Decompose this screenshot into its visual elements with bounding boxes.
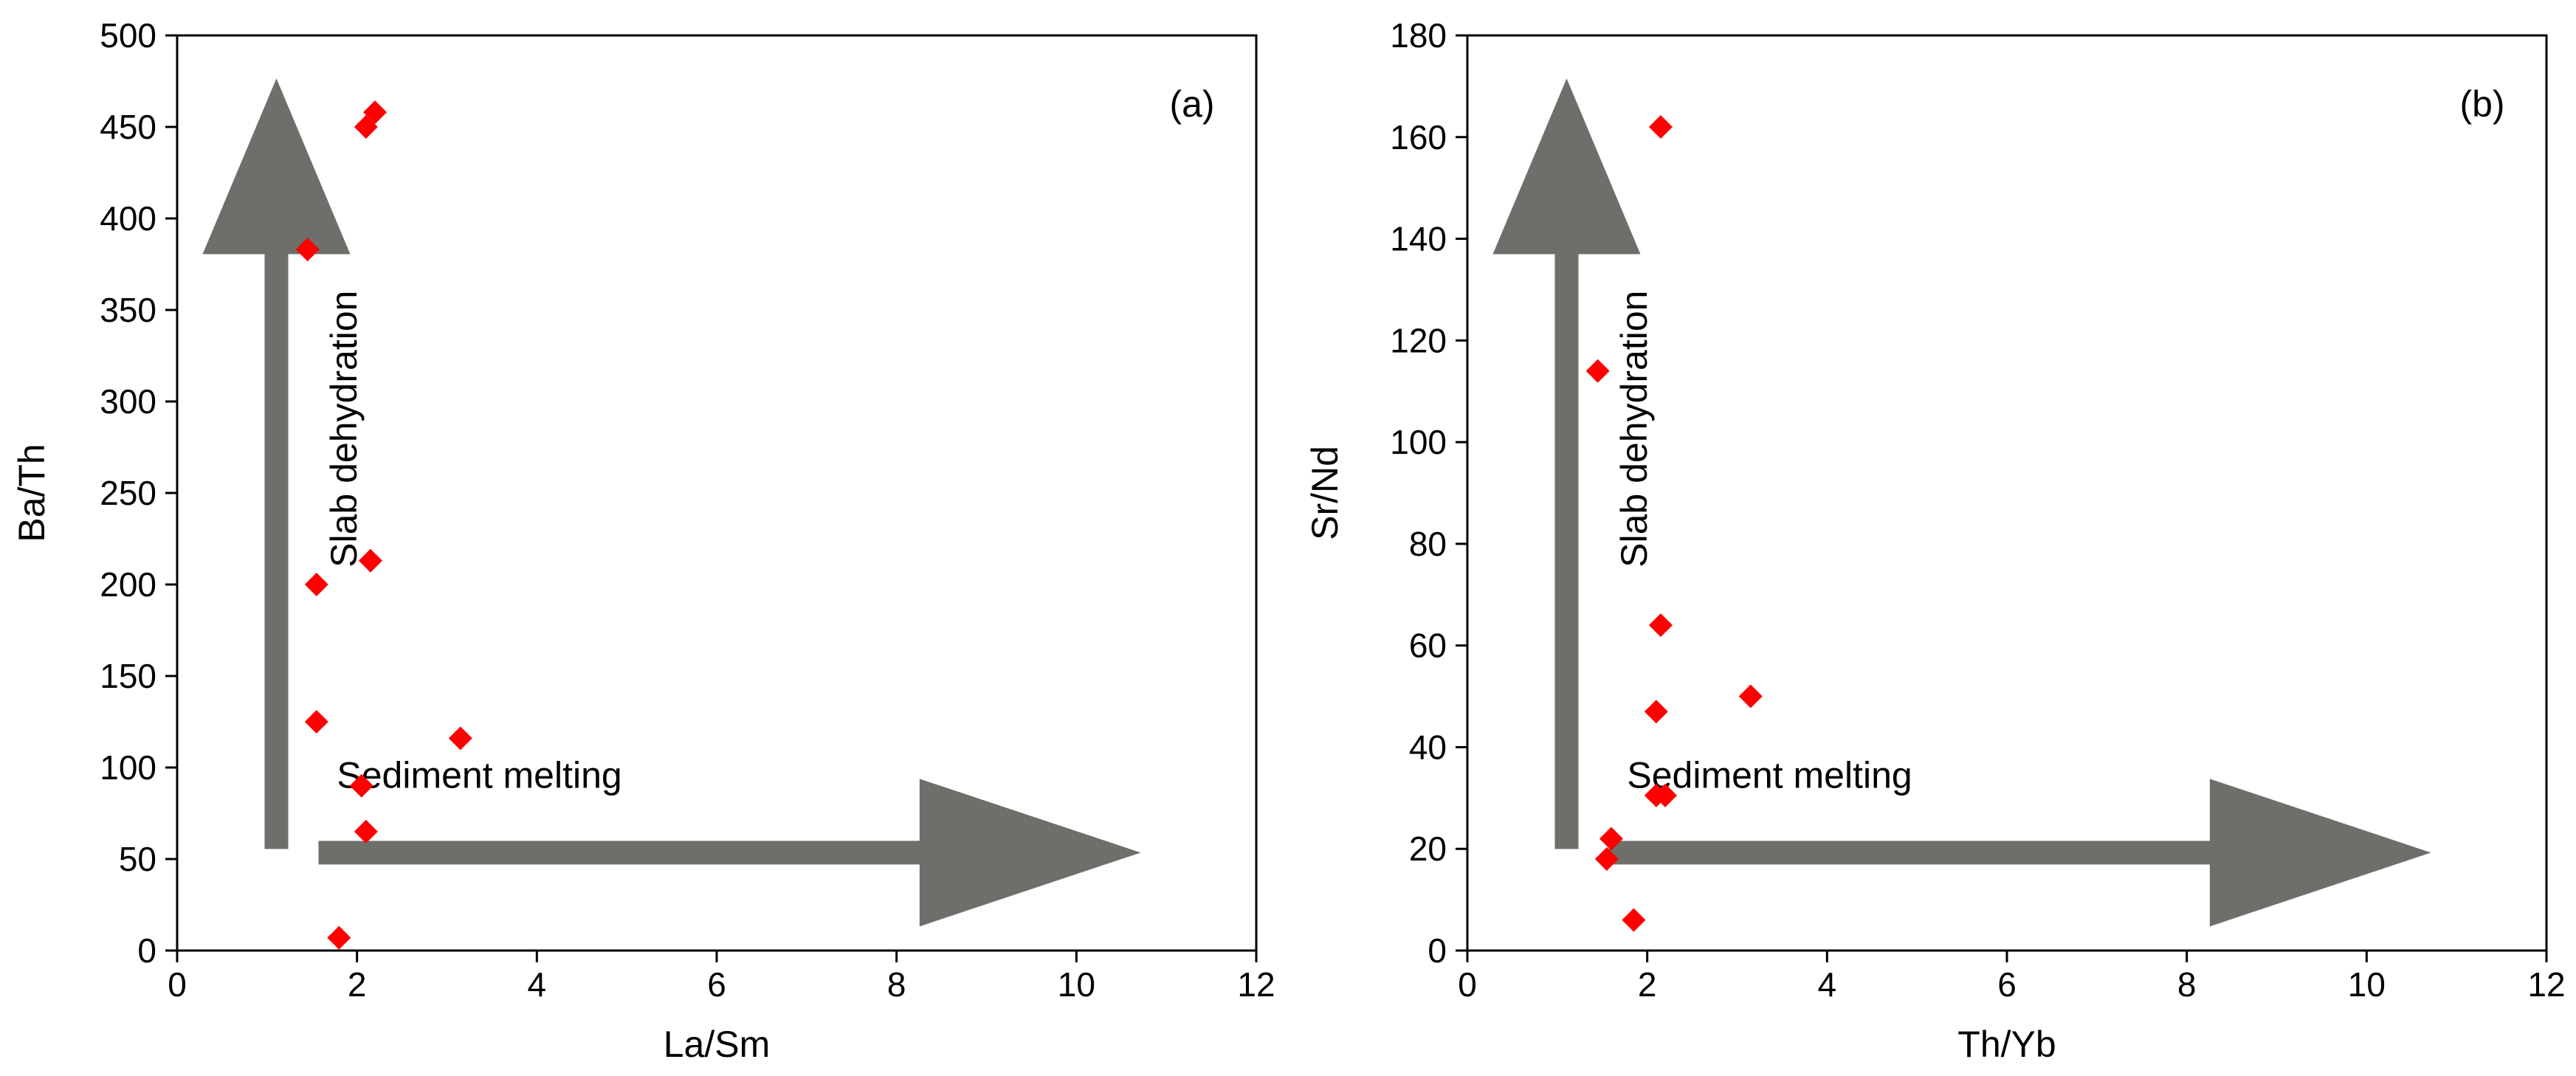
y-tick-label: 80 (1409, 525, 1447, 563)
data-point (1738, 684, 1763, 708)
data-point (358, 548, 382, 573)
panel-label: (a) (1169, 83, 1214, 125)
data-point (1594, 847, 1619, 871)
data-points (295, 100, 472, 950)
y-tick-label: 60 (1409, 627, 1447, 665)
y-tick-label: 40 (1409, 728, 1447, 766)
x-tick-label: 4 (528, 965, 547, 1004)
data-point (1644, 700, 1668, 724)
data-point (1585, 359, 1610, 383)
x-tick-label: 6 (1997, 965, 2017, 1004)
process-arrows: Slab dehydration Sediment melting (1492, 78, 2431, 927)
sediment-melting-arrow (318, 779, 1141, 927)
data-point (1653, 783, 1678, 807)
y-tick-label: 50 (119, 840, 156, 878)
y-tick-label: 180 (1390, 16, 1447, 55)
chart-panel-a: 0 50 100 150 200 250 300 350 400 450 500 0 2 4 6 8 10 12… (11, 16, 1275, 1065)
slab-dehydration-arrow (1492, 78, 1641, 849)
data-point (327, 925, 351, 950)
sediment-melting-label: Sediment melting (337, 754, 621, 796)
y-tick-label: 0 (1428, 931, 1447, 970)
data-points (1585, 115, 1763, 932)
data-point (295, 238, 320, 262)
data-point (354, 115, 378, 139)
y-tick-label: 0 (137, 931, 156, 970)
data-point (304, 710, 328, 734)
slab-dehydration-label: Slab dehydration (323, 291, 365, 568)
slab-dehydration-arrow (202, 78, 351, 849)
x-axis-title: Th/Yb (1957, 1024, 2056, 1065)
data-point (354, 819, 378, 844)
y-axis-title: Sr/Nd (1304, 446, 1346, 540)
y-tick-label: 350 (100, 291, 156, 329)
x-axis-title: La/Sm (664, 1024, 771, 1065)
y-tick-label: 160 (1390, 118, 1447, 156)
y-tick-label: 450 (100, 108, 156, 146)
process-arrows: Slab dehydration Sediment melting (202, 78, 1141, 927)
x-tick-label: 8 (887, 965, 906, 1004)
y-tick-label: 250 (100, 474, 156, 512)
sediment-melting-arrow (1608, 779, 2431, 927)
y-tick-label: 120 (1390, 321, 1447, 359)
data-point (1599, 827, 1623, 851)
data-point (304, 573, 328, 596)
x-tick-label: 2 (348, 965, 367, 1004)
x-tick-label: 4 (1818, 965, 1837, 1004)
y-tick-label: 400 (100, 199, 156, 238)
y-tick-label: 100 (1390, 423, 1447, 461)
x-tick-label: 12 (1237, 965, 1275, 1004)
y-tick-label: 140 (1390, 220, 1447, 258)
y-tick-label: 100 (100, 748, 156, 787)
data-point (363, 100, 388, 125)
data-point (1648, 115, 1673, 139)
y-tick-label: 150 (100, 657, 156, 695)
y-tick-label: 20 (1409, 830, 1447, 868)
chart-panel-b: 0 20 40 60 80 100 120 140 160 180 0 2 4 6 8 10 12 Slab … (1304, 16, 2566, 1065)
data-point (349, 773, 373, 798)
y-axis-ticks: 0 20 40 60 80 100 120 140 160 180 (1390, 16, 1467, 970)
x-tick-label: 10 (2348, 965, 2386, 1004)
y-tick-label: 300 (100, 382, 156, 421)
sediment-melting-label: Sediment melting (1627, 754, 1912, 796)
panel-label: (b) (2459, 83, 2504, 125)
data-point (1622, 908, 1646, 932)
data-point (448, 726, 472, 751)
x-tick-label: 0 (168, 965, 187, 1004)
y-tick-label: 500 (100, 16, 156, 55)
y-tick-label: 200 (100, 565, 156, 604)
data-point (1648, 613, 1673, 638)
slab-dehydration-label: Slab dehydration (1614, 291, 1655, 568)
x-axis-ticks: 0 2 4 6 8 10 12 (168, 951, 1275, 1004)
y-axis-title: Ba/Th (11, 444, 52, 542)
x-tick-label: 10 (1058, 965, 1095, 1004)
x-tick-label: 0 (1458, 965, 1477, 1004)
x-tick-label: 2 (1638, 965, 1657, 1004)
x-tick-label: 12 (2527, 965, 2565, 1004)
x-axis-ticks: 0 2 4 6 8 10 12 (1458, 951, 2566, 1004)
x-tick-label: 6 (707, 965, 726, 1004)
y-axis-ticks: 0 50 100 150 200 250 300 350 400 450 500 (100, 16, 177, 970)
x-tick-label: 8 (2177, 965, 2197, 1004)
